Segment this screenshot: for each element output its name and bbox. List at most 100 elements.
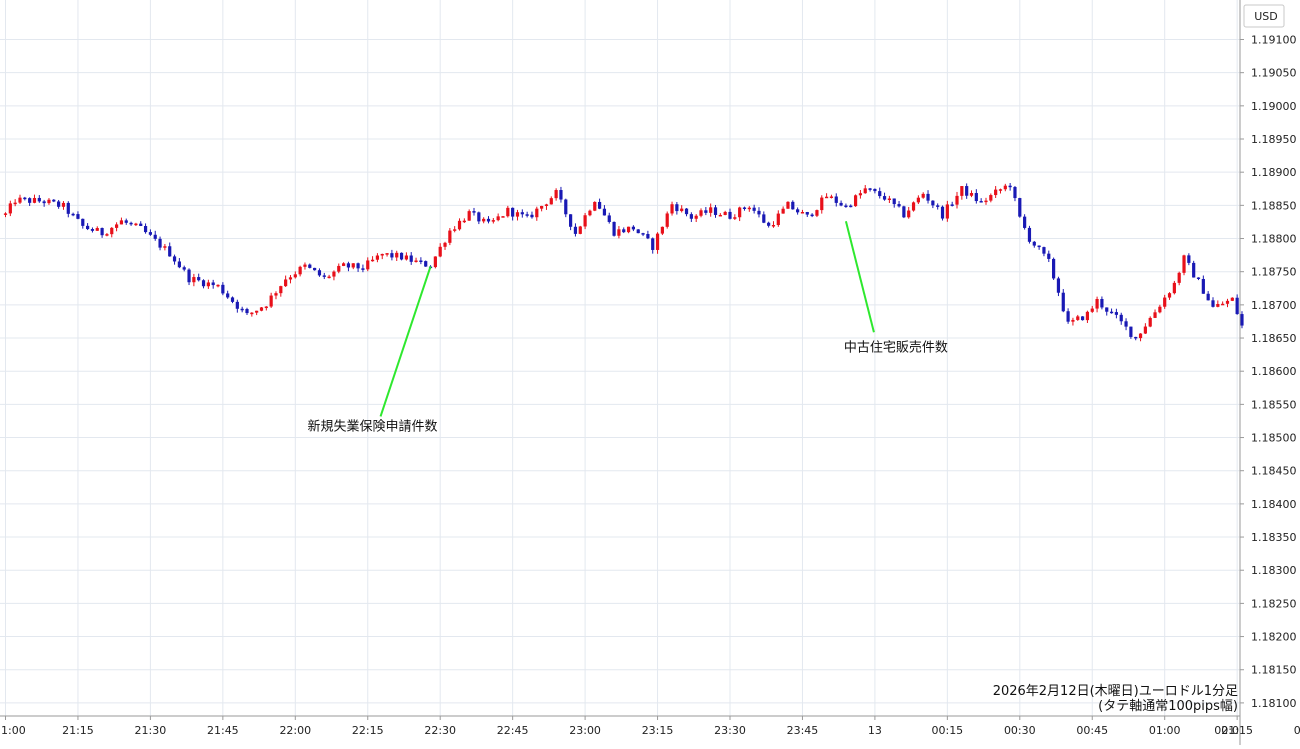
- candle-body: [665, 213, 669, 227]
- candle-body: [1230, 297, 1234, 301]
- candle-body: [1163, 297, 1167, 307]
- y-tick-label: 1.18550: [1251, 398, 1297, 411]
- candle-body: [433, 256, 437, 268]
- candle-body: [636, 229, 640, 234]
- candle-body: [119, 220, 124, 225]
- x-tick-label: 01:00: [1149, 724, 1181, 737]
- candle-body: [1172, 282, 1176, 294]
- y-tick-label: 1.18900: [1251, 166, 1297, 179]
- x-tick-label: 23:00: [569, 724, 601, 737]
- candle-body: [1201, 278, 1205, 294]
- candle-body: [994, 189, 998, 196]
- candles: [3, 183, 1244, 342]
- candle-body: [284, 279, 288, 287]
- candle-body: [86, 225, 90, 230]
- y-tick-label: 1.18600: [1251, 365, 1297, 378]
- y-tick-label: 1.19050: [1251, 67, 1297, 80]
- candle-body: [631, 226, 635, 230]
- candle-body: [699, 210, 703, 216]
- candle-body: [42, 201, 46, 204]
- candle-body: [752, 207, 756, 211]
- y-tick-label: 1.19100: [1251, 34, 1297, 47]
- y-tick-label: 1.18850: [1251, 199, 1297, 212]
- candle-body: [356, 263, 360, 269]
- candle-body: [216, 284, 220, 287]
- candle-body: [187, 269, 191, 283]
- candle-body: [1047, 253, 1051, 259]
- candle-body: [1119, 314, 1123, 322]
- candle-body: [907, 210, 911, 218]
- candle-body: [57, 201, 61, 207]
- candle-body: [757, 210, 761, 215]
- x-tick-label: 22:30: [424, 724, 456, 737]
- candle-body: [1216, 304, 1220, 307]
- candle-body: [1148, 317, 1152, 327]
- candle-body: [776, 213, 780, 226]
- candle-body: [549, 198, 553, 205]
- candle-body: [399, 252, 404, 260]
- candle-body: [704, 210, 708, 213]
- candle-body: [554, 190, 558, 199]
- y-tick-label: 1.18250: [1251, 597, 1297, 610]
- candle-body: [467, 211, 471, 221]
- candle-body: [317, 270, 322, 276]
- y-tick-label: 1.18350: [1251, 531, 1297, 544]
- candle-body: [139, 223, 143, 226]
- y-tick-label: 1.18200: [1251, 631, 1297, 644]
- candle-body: [414, 260, 418, 263]
- candle-body: [124, 220, 128, 223]
- currency-label[interactable]: USD: [1254, 10, 1278, 23]
- candle-body: [182, 267, 186, 270]
- candle-body: [221, 284, 225, 294]
- grid-lines: [0, 0, 1240, 716]
- candle-body: [911, 202, 916, 211]
- currency-box[interactable]: [1243, 4, 1285, 28]
- candle-body: [535, 208, 539, 218]
- candle-body: [578, 226, 582, 234]
- candle-body: [805, 212, 809, 215]
- candle-body: [211, 282, 215, 286]
- candle-body: [313, 267, 317, 271]
- candle-body: [346, 263, 351, 268]
- candle-body: [564, 199, 568, 215]
- y-tick-label: 1.18950: [1251, 133, 1297, 146]
- x-tick-label: 22:00: [279, 724, 311, 737]
- x-tick-label: 02:0: [1214, 724, 1239, 737]
- candle-body: [1225, 300, 1230, 304]
- candle-body: [390, 253, 394, 258]
- candle-body: [90, 229, 95, 231]
- candle-body: [955, 195, 959, 205]
- candle-body: [844, 205, 848, 208]
- candle-body: [617, 229, 621, 236]
- candle-body: [738, 207, 742, 218]
- candle-body: [28, 198, 32, 203]
- candle-body: [197, 277, 201, 281]
- candle-body: [897, 204, 901, 207]
- x-tick-label: 22:15: [352, 724, 384, 737]
- candle-body: [1124, 321, 1128, 327]
- candle-body: [81, 218, 85, 226]
- candle-body: [419, 260, 423, 263]
- candle-body: [52, 199, 56, 202]
- candle-body: [13, 202, 17, 205]
- candle-body: [177, 261, 181, 268]
- y-tick-label: 1.18300: [1251, 564, 1297, 577]
- candle-body: [327, 276, 331, 279]
- candle-body: [882, 196, 887, 200]
- candle-body: [206, 282, 210, 287]
- candle-body: [1211, 300, 1215, 307]
- candle-body: [979, 201, 983, 203]
- candle-body: [1095, 299, 1099, 309]
- candle-body: [767, 222, 771, 226]
- candle-body: [245, 309, 249, 314]
- candle-body: [264, 306, 268, 309]
- candle-body: [226, 293, 230, 298]
- candle-body: [1105, 307, 1109, 312]
- candle-body: [491, 220, 495, 222]
- candle-body: [530, 214, 534, 218]
- candle-body: [945, 204, 949, 219]
- candle-body: [965, 186, 969, 196]
- candle-body: [815, 210, 819, 216]
- x-tick-label: 21:15: [62, 724, 94, 737]
- candle-body: [950, 204, 954, 206]
